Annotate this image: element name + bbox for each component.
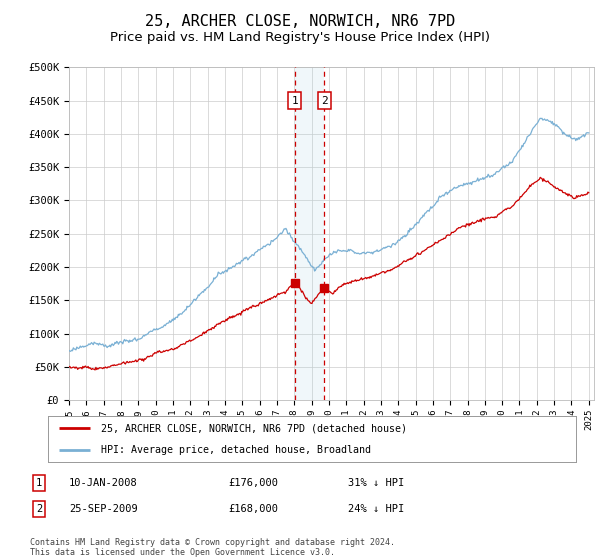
Text: £176,000: £176,000 <box>228 478 278 488</box>
Text: Price paid vs. HM Land Registry's House Price Index (HPI): Price paid vs. HM Land Registry's House … <box>110 31 490 44</box>
Text: 2: 2 <box>36 504 42 514</box>
Text: 25, ARCHER CLOSE, NORWICH, NR6 7PD: 25, ARCHER CLOSE, NORWICH, NR6 7PD <box>145 14 455 29</box>
Text: HPI: Average price, detached house, Broadland: HPI: Average price, detached house, Broa… <box>101 445 371 455</box>
Text: 31% ↓ HPI: 31% ↓ HPI <box>348 478 404 488</box>
Text: 25-SEP-2009: 25-SEP-2009 <box>69 504 138 514</box>
Bar <box>295 67 324 400</box>
Text: 24% ↓ HPI: 24% ↓ HPI <box>348 504 404 514</box>
Text: £168,000: £168,000 <box>228 504 278 514</box>
Text: 1: 1 <box>36 478 42 488</box>
Text: 25, ARCHER CLOSE, NORWICH, NR6 7PD (detached house): 25, ARCHER CLOSE, NORWICH, NR6 7PD (deta… <box>101 423 407 433</box>
Text: 1: 1 <box>292 96 298 105</box>
Text: 10-JAN-2008: 10-JAN-2008 <box>69 478 138 488</box>
Text: 2: 2 <box>321 96 328 105</box>
Text: Contains HM Land Registry data © Crown copyright and database right 2024.
This d: Contains HM Land Registry data © Crown c… <box>30 538 395 557</box>
